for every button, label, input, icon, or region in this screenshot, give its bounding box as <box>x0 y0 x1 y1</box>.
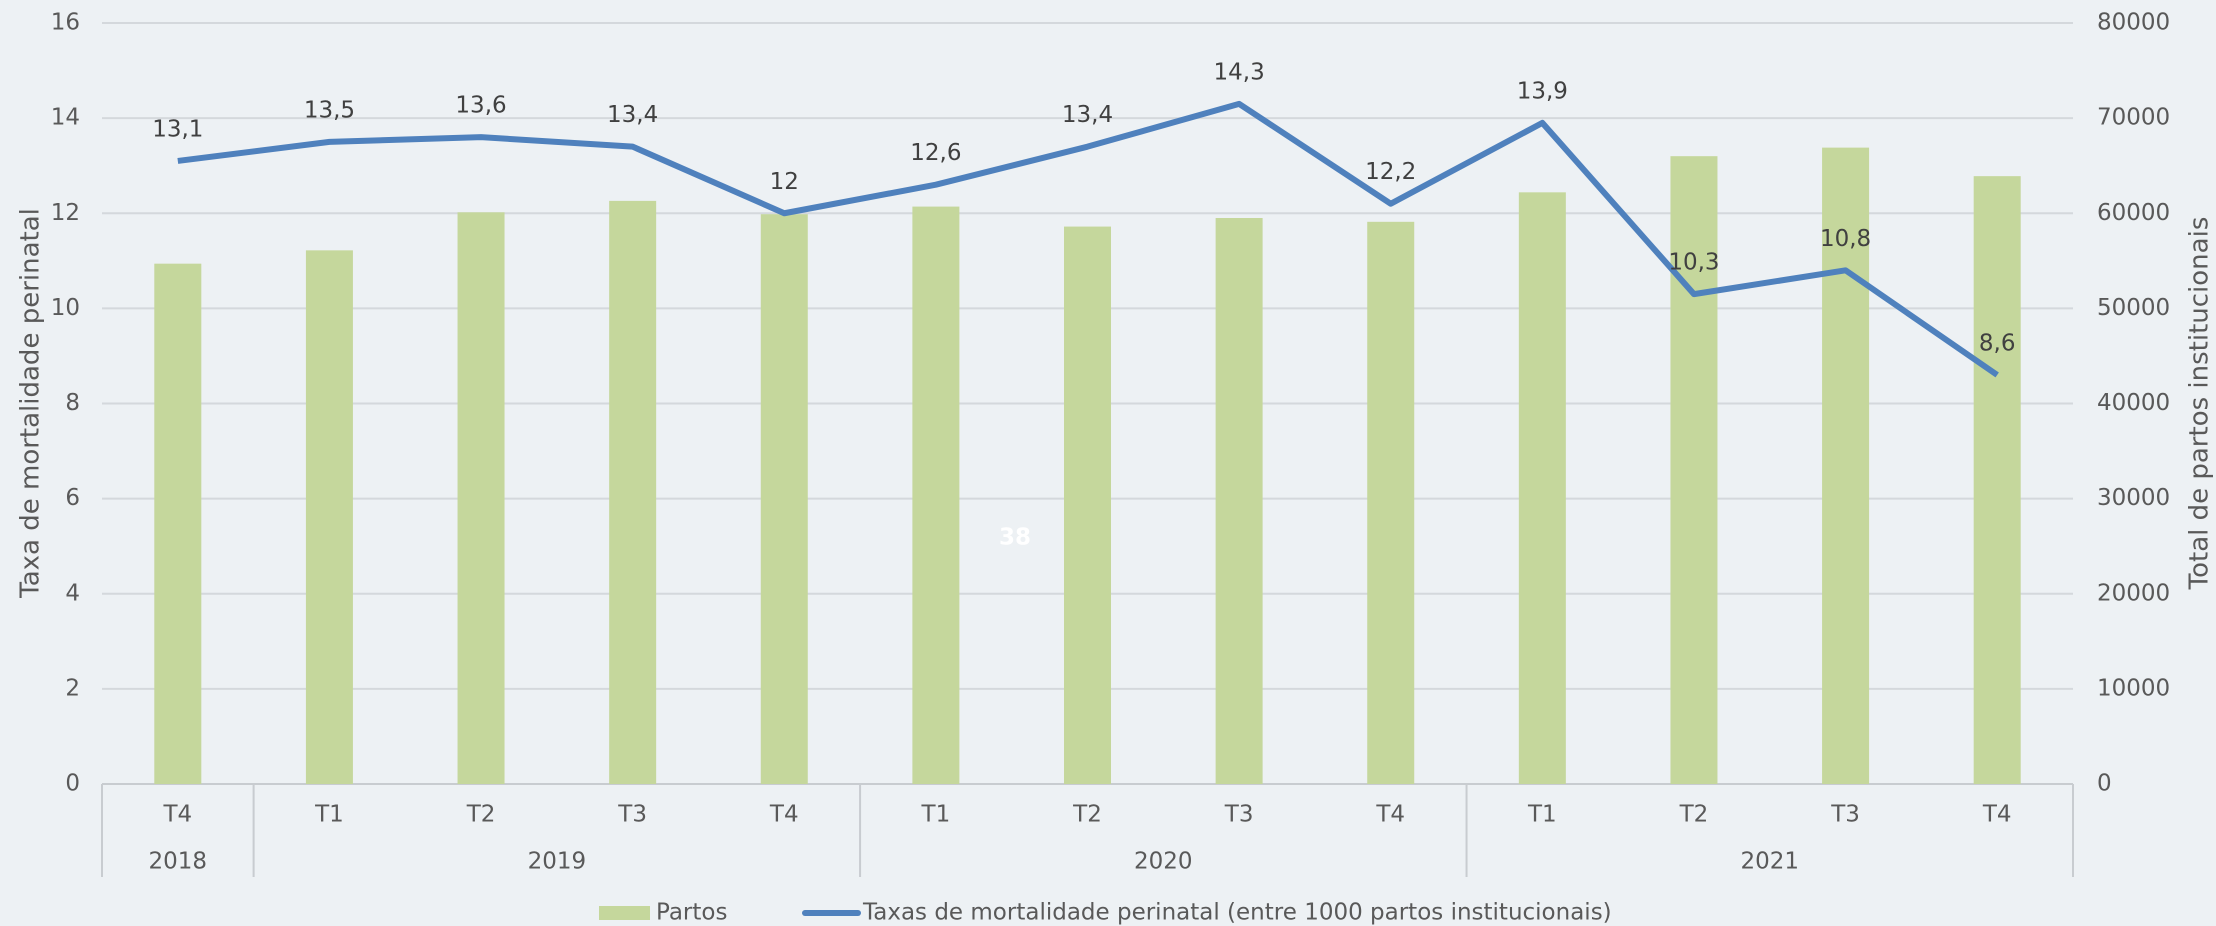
bar <box>609 200 657 785</box>
data-label: 13,9 <box>1517 78 1568 104</box>
data-label: 10,3 <box>1668 250 1719 276</box>
bar <box>1822 147 1870 784</box>
y-tick-label: 6 <box>65 485 80 511</box>
data-label: 12,2 <box>1365 159 1416 185</box>
line <box>177 100 1999 378</box>
x-tick-label: T2 <box>1679 802 1709 828</box>
x-tick-label: T3 <box>617 802 647 828</box>
bar <box>1670 156 1718 785</box>
group-label: 2020 <box>1134 849 1193 875</box>
group-label: 2021 <box>1740 849 1799 875</box>
y2-tick-label: 80000 <box>2097 10 2170 36</box>
data-label: 10,8 <box>1820 226 1871 252</box>
y2-tick-label: 20000 <box>2097 580 2170 606</box>
bar <box>912 206 960 784</box>
x-tick-label: T2 <box>466 802 496 828</box>
y-tick-label: 0 <box>65 771 80 797</box>
x-tick-label: T3 <box>1830 802 1860 828</box>
bar <box>1215 218 1263 785</box>
data-label: 14,3 <box>1214 59 1265 85</box>
data-label: 13,1 <box>152 116 203 142</box>
y2-tick-label: 50000 <box>2097 295 2170 321</box>
x-tick-label: T4 <box>1982 802 2012 828</box>
x-tick-label: T2 <box>1072 802 1102 828</box>
bar <box>1367 221 1415 784</box>
y-tick-label: 8 <box>65 390 80 416</box>
legend-label: Partos <box>656 900 727 926</box>
x-tick-label: T4 <box>1375 802 1405 828</box>
bar <box>760 214 808 785</box>
bar <box>1973 176 2021 784</box>
bar <box>1518 192 1566 784</box>
y2-tick-label: 30000 <box>2097 485 2170 511</box>
x-tick-label: T4 <box>162 802 192 828</box>
y-tick-label: 16 <box>51 10 80 36</box>
data-label: 13,4 <box>607 102 658 128</box>
x-tick-label: T3 <box>1224 802 1254 828</box>
bar <box>154 263 202 784</box>
data-label: 13,4 <box>1062 102 1113 128</box>
y2-tick-label: 70000 <box>2097 105 2170 131</box>
x-tick-label: T4 <box>769 802 799 828</box>
data-label: 13,6 <box>455 93 506 119</box>
y-tick-label: 14 <box>51 105 80 131</box>
legend-label: Taxas de mortalidade perinatal (entre 10… <box>862 900 1612 926</box>
data-label: 8,6 <box>1979 330 2016 356</box>
data-label: 12 <box>770 169 799 195</box>
y2-tick-label: 40000 <box>2097 390 2170 416</box>
group-label: 2019 <box>528 849 587 875</box>
y2-tick-label: 0 <box>2097 771 2112 797</box>
bar <box>457 212 505 784</box>
data-label: 13,5 <box>304 97 355 123</box>
y-tick-label: 4 <box>65 580 80 606</box>
y2-axis-title: Total de partos institucionais <box>2185 217 2215 591</box>
x-tick-label: T1 <box>314 802 344 828</box>
y2-tick-label: 10000 <box>2097 675 2170 701</box>
group-label: 2018 <box>149 849 208 875</box>
legend-swatch <box>599 906 650 920</box>
x-tick-label: T1 <box>921 802 951 828</box>
data-label: 12,6 <box>910 140 961 166</box>
y-tick-label: 10 <box>51 295 80 321</box>
bar <box>1063 226 1112 784</box>
bar <box>305 250 353 784</box>
y2-tick-label: 60000 <box>2097 200 2170 226</box>
y-tick-label: 12 <box>51 200 80 226</box>
y-tick-label: 2 <box>65 675 80 701</box>
y-axis-title: Taxa de mortalidade perinatal <box>16 208 46 599</box>
annotation: 38 <box>999 525 1031 551</box>
x-tick-label: T1 <box>1527 802 1557 828</box>
